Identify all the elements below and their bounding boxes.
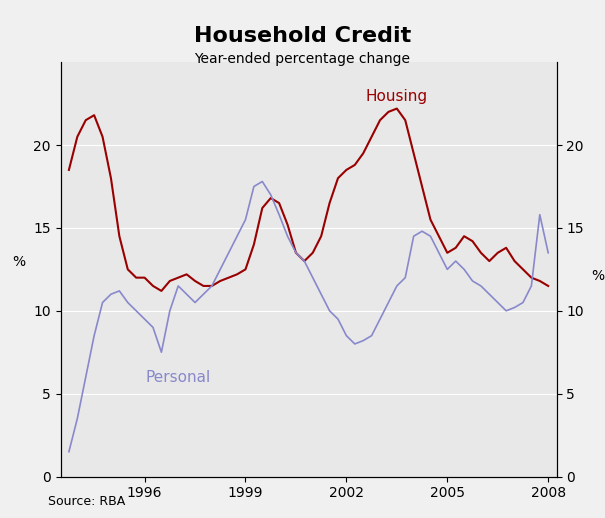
Text: Household Credit: Household Credit (194, 26, 411, 46)
Text: Personal: Personal (146, 370, 211, 385)
Text: Housing: Housing (366, 89, 428, 104)
Text: Year-ended percentage change: Year-ended percentage change (194, 52, 411, 66)
Y-axis label: %: % (591, 269, 604, 283)
Text: Source: RBA: Source: RBA (48, 495, 126, 508)
Y-axis label: %: % (13, 255, 26, 269)
